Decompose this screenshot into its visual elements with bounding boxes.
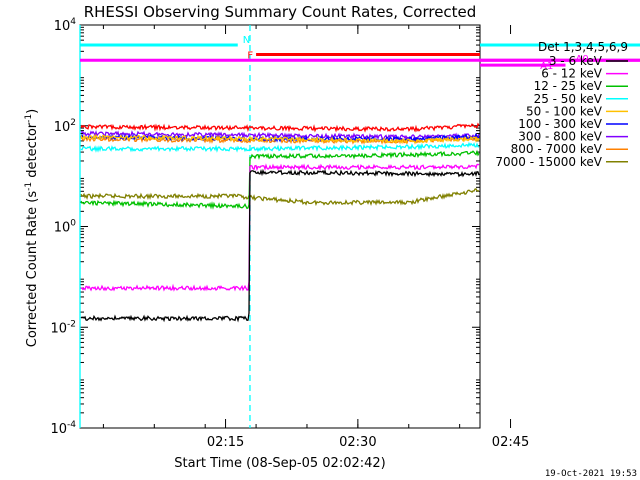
- timestamp-label: 19-Oct-2021 19:53: [545, 469, 637, 479]
- legend-title: Det 1,3,4,5,6,9: [538, 40, 628, 54]
- chart-title: RHESSI Observing Summary Count Rates, Co…: [84, 3, 477, 21]
- legend-entry-label: 300 - 800 keV: [518, 130, 602, 144]
- y-tick-label: 10-4: [50, 420, 76, 437]
- x-tick-label: 02:45: [492, 435, 529, 450]
- legend-entry-label: 100 - 300 keV: [518, 117, 602, 131]
- y-tick-label: 100: [54, 219, 77, 236]
- flag-label: A0: [575, 54, 588, 65]
- x-axis-label: Start Time (08-Sep-05 02:02:42): [174, 456, 385, 471]
- axes-frame: [79, 24, 481, 429]
- legend-entry-label: 3 - 6 keV: [549, 54, 603, 68]
- y-label-part: Corrected Count Rate (s: [25, 191, 40, 348]
- x-tick-label: 02:15: [207, 435, 244, 450]
- series-line: [80, 141, 480, 153]
- series-line: [80, 122, 480, 133]
- flag-label: N: [243, 35, 250, 46]
- legend-entry-label: 7000 - 15000 keV: [495, 155, 602, 169]
- y-label-part: ): [25, 109, 40, 114]
- series-line: [80, 149, 480, 210]
- series-line: [80, 133, 480, 143]
- y-tick-label: 102: [54, 118, 76, 135]
- legend-entry-label: 50 - 100 keV: [526, 104, 603, 118]
- series-line: [80, 129, 480, 141]
- y-label-exponent: -1: [24, 114, 34, 123]
- legend-entry-label: 800 - 7000 keV: [511, 142, 603, 156]
- series-line: [80, 133, 480, 145]
- y-label-exponent: -1: [24, 182, 34, 191]
- x-tick-label: 02:30: [339, 435, 376, 450]
- series-line: [80, 168, 480, 323]
- y-tick-label: 104: [54, 17, 77, 34]
- y-tick-label: 10-2: [50, 319, 76, 336]
- series-line: [80, 163, 480, 292]
- flag-label: F: [247, 50, 253, 61]
- legend-entry-label: 6 - 12 keV: [541, 67, 603, 81]
- legend-entry-label: 12 - 25 keV: [534, 79, 603, 93]
- legend-entry-label: 25 - 50 keV: [534, 92, 603, 106]
- y-label-part: detector: [25, 122, 40, 182]
- plot-area: 10-410-210010210402:1502:3002:4503:0003:…: [50, 17, 640, 450]
- y-axis-label: Corrected Count Rate (s-1 detector-1): [24, 109, 40, 347]
- series-line: [80, 188, 480, 207]
